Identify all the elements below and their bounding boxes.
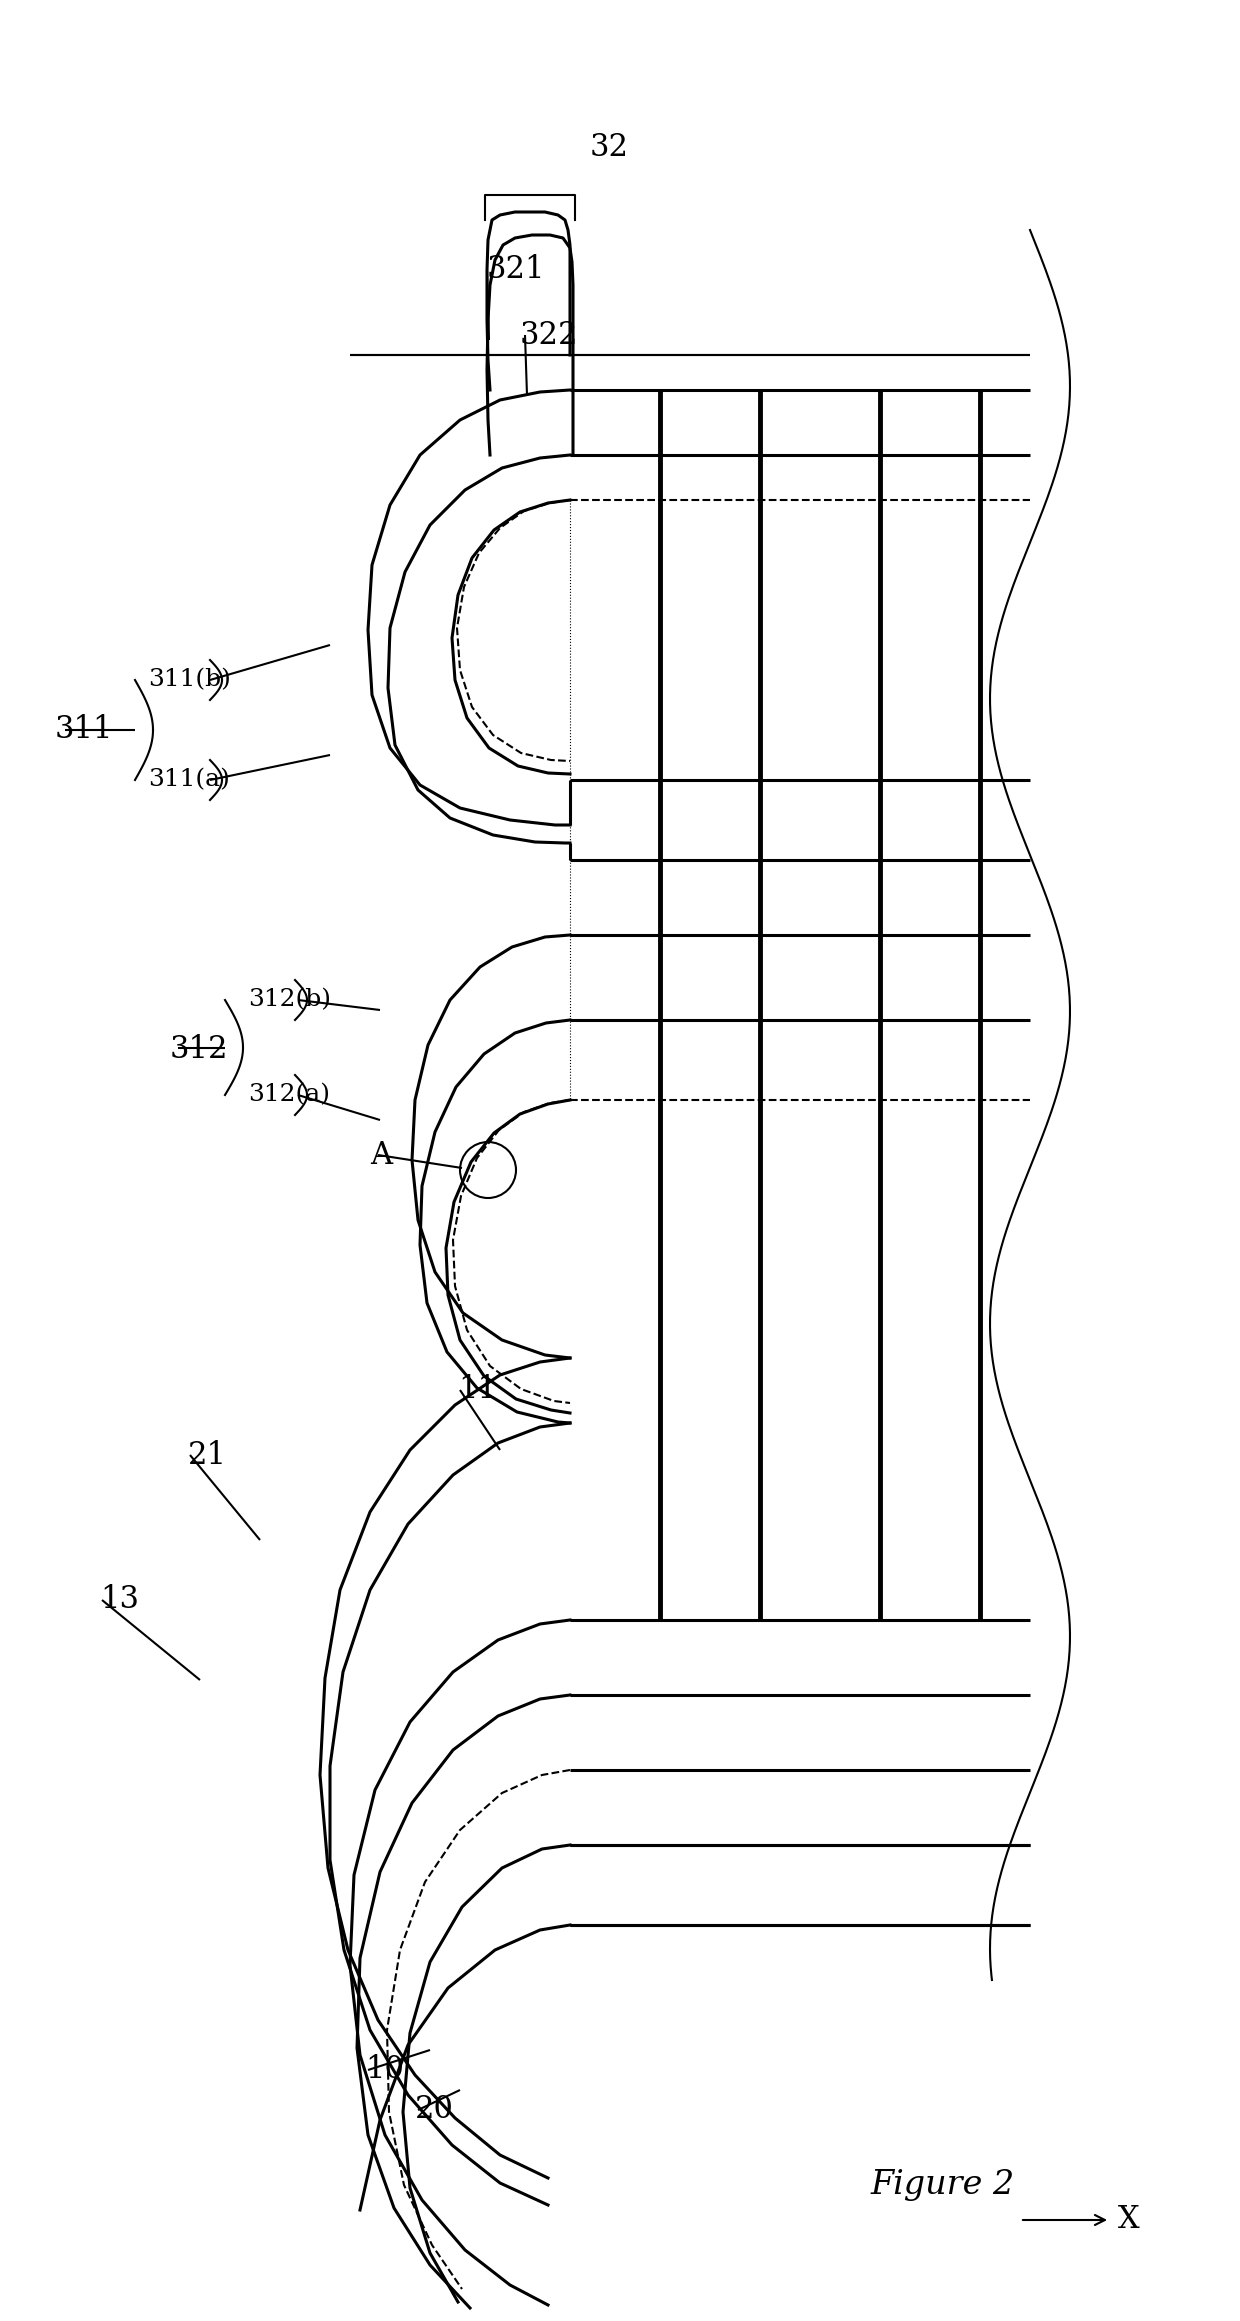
Text: 311: 311 <box>55 715 114 745</box>
Text: 13: 13 <box>100 1585 139 1615</box>
Text: 322: 322 <box>520 320 579 350</box>
Text: 21: 21 <box>188 1439 227 1472</box>
Text: Figure 2: Figure 2 <box>870 2170 1014 2200</box>
Text: 312(a): 312(a) <box>248 1084 330 1107</box>
Text: 312(b): 312(b) <box>248 989 331 1012</box>
Text: 312: 312 <box>170 1035 228 1065</box>
Text: 11: 11 <box>458 1374 497 1407</box>
Text: 311(b): 311(b) <box>148 668 231 692</box>
Text: 321: 321 <box>487 255 546 285</box>
Text: 20: 20 <box>415 2094 454 2126</box>
Text: 311(a): 311(a) <box>148 768 229 791</box>
Text: 32: 32 <box>590 132 629 162</box>
Text: X: X <box>1118 2205 1140 2235</box>
Text: A: A <box>370 1140 392 1170</box>
Text: 10: 10 <box>365 2054 404 2087</box>
